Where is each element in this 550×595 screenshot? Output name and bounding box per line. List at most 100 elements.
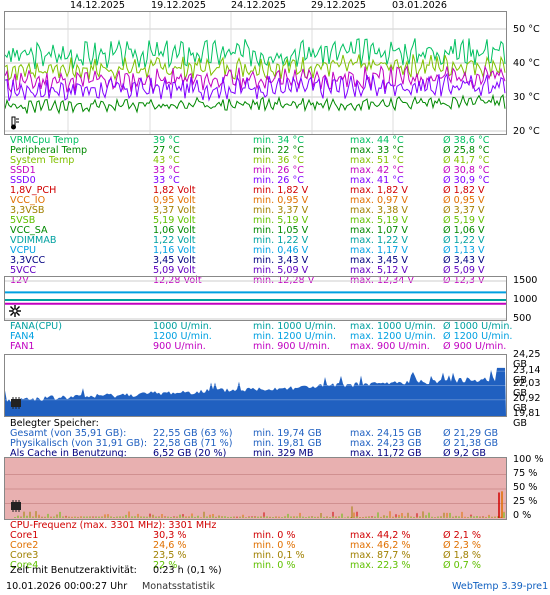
mem-max: max. 24,15 GB (350, 428, 422, 439)
temp-max: max. 44 °C (350, 135, 404, 146)
volt-row: 5VCC 5,09 Volt min. 5,09 V max. 5,12 V Ø 5,0… (10, 266, 545, 276)
temp-series-line (5, 93, 506, 115)
mem-label: Als Cache in Benutzung: (10, 448, 127, 459)
volt-row: 3,3VCC 3,45 Volt min. 3,43 V max. 3,45 V Ø 3… (10, 256, 545, 266)
mem-avg: Ø 21,29 GB (443, 428, 499, 439)
volt-min: min. 0,95 V (253, 195, 309, 206)
cpu-cur: 24,6 % (153, 540, 187, 551)
temp-axis-40: 40 °C (513, 58, 540, 69)
cpu-cur: 30,3 % (153, 530, 187, 541)
volt-min: min. 5,19 V (253, 215, 309, 226)
date-label-5: 03.01.2026 (392, 0, 447, 11)
mem-axis-5: 19,81 GB (513, 408, 541, 429)
volt-row: VDIMMAB 1,22 Volt min. 1,22 V max. 1,22 V Ø … (10, 236, 545, 246)
cpu-axis-0: 0 % (513, 510, 532, 521)
activity-label: Zeit mit Benutzeraktivität: (10, 565, 137, 576)
temp-max: max. 42 °C (350, 165, 404, 176)
volt-avg: Ø 5,09 V (443, 265, 485, 276)
temp-avg: Ø 30,8 °C (443, 165, 490, 176)
cpu-axis-25: 25 % (513, 496, 538, 507)
fan-min: min. 900 U/min. (253, 341, 330, 352)
volt-row: VCC_IO 0,95 Volt min. 0,95 V max. 0,97 V Ø 0… (10, 196, 545, 206)
cpu-max: max. 46,2 % (350, 540, 411, 551)
mem-row: Gesamt (von 35,91 GB): 22,55 GB (63 %) min… (10, 429, 545, 439)
temp-axis-30: 30 °C (513, 92, 540, 103)
cpu-min: min. 0 % (253, 540, 296, 551)
mem-min: min. 329 MB (253, 448, 314, 459)
volt-avg: Ø 1,13 V (443, 245, 485, 256)
temp-label: SSD1 (10, 165, 36, 176)
volt-max: max. 1,22 V (350, 235, 408, 246)
volt-min: min. 3,43 V (253, 255, 309, 266)
volt-row: VCC_SA 1,06 Volt min. 1,05 V max. 1,07 V Ø 1… (10, 226, 545, 236)
temp-series-line (5, 72, 506, 102)
volt-row: 1,8V_PCH 1,82 Volt min. 1,82 V max. 1,82 V Ø… (10, 186, 545, 196)
volt-avg: Ø 1,06 V (443, 225, 485, 236)
volt-min: min. 3,37 V (253, 205, 309, 216)
temp-avg: Ø 41,7 °C (443, 155, 490, 166)
cpu-cur: 23,5 % (153, 550, 187, 561)
cpu-axis-100: 100 % (513, 454, 544, 465)
memory-chip-icon (9, 396, 23, 413)
webtemp-version-link[interactable]: WebTemp 3.39-pre1 (452, 581, 549, 592)
volt-avg: Ø 3,37 V (443, 205, 485, 216)
volt-row: VCPU 1,16 Volt min. 0,46 V max. 1,17 V Ø 1,1… (10, 246, 545, 256)
cpu-label: Core3 (10, 550, 39, 561)
mem-axis-4: 20,92 GB (513, 393, 541, 414)
fan-max: max. 1200 U/min. (350, 331, 436, 342)
fan-row: FANA(CPU) 1000 U/min. min. 1000 U/min. max.… (10, 322, 545, 332)
cpu-chart-svg (5, 474, 506, 518)
fan-label: FAN4 (10, 331, 35, 342)
mem-label: Gesamt (von 35,91 GB): (10, 428, 127, 439)
volt-min: min. 1,05 V (253, 225, 309, 236)
monthly-stats-link[interactable]: Monatsstatistik (142, 581, 215, 592)
volt-min: min. 1,22 V (253, 235, 309, 246)
temp-row: SSD1 33 °C min. 26 °C max. 42 °C Ø 30,8 °C (10, 166, 545, 176)
volt-label: VDIMMAB (10, 235, 57, 246)
cpu-axis-50: 50 % (513, 482, 538, 493)
volt-avg: Ø 1,22 V (443, 235, 485, 246)
date-label-2: 19.12.2025 (151, 0, 206, 11)
mem-label: Physikalisch (von 31,91 GB): (10, 438, 148, 449)
fan-avg: Ø 1000 U/min. (443, 321, 513, 332)
volt-max: max. 5,12 V (350, 265, 408, 276)
volt-cur: 1,82 Volt (153, 185, 196, 196)
fan-max: max. 900 U/min. (350, 341, 430, 352)
mem-cur: 22,55 GB (63 %) (153, 428, 233, 439)
fan-max: max. 1000 U/min. (350, 321, 436, 332)
fan-row: FAN4 1200 U/min. min. 1200 U/min. max. 1200… (10, 332, 545, 342)
cpu-chart (4, 457, 507, 520)
temp-avg: Ø 30,9 °C (443, 175, 490, 186)
temp-row: System Temp 43 °C min. 36 °C max. 51 °C Ø 41… (10, 156, 545, 166)
volt-min: min. 0,46 V (253, 245, 309, 256)
date-label-3: 24.12.2025 (231, 0, 286, 11)
temp-axis-20: 20 °C (513, 126, 540, 137)
volt-cur: 5,09 Volt (153, 265, 196, 276)
mem-row: Als Cache in Benutzung: 6,52 GB (20 %) min… (10, 449, 545, 459)
cpu-label: Core1 (10, 530, 39, 541)
temperature-chart (4, 11, 507, 135)
memory-area (5, 367, 506, 416)
volt-max: max. 1,07 V (350, 225, 408, 236)
temp-row: VRMCpu Temp 39 °C min. 34 °C max. 44 °C Ø 38… (10, 136, 545, 146)
cpu-avg: Ø 2,3 % (443, 540, 482, 551)
mem-axis-2: 23,14 GB (513, 365, 541, 386)
volt-cur: 5,19 Volt (153, 215, 196, 226)
fan-avg: Ø 1200 U/min. (443, 331, 513, 342)
volt-cur: 3,37 Volt (153, 205, 196, 216)
temp-cur: 39 °C (153, 135, 180, 146)
cpu-label: Core4 (10, 560, 39, 571)
cpu-chip-icon (9, 499, 23, 516)
cpu-frequency: CPU-Frequenz (max. 3301 MHz): 3301 MHz (10, 520, 217, 531)
fan-axis-1000: 1000 (513, 294, 538, 305)
fan-min: min. 1000 U/min. (253, 321, 337, 332)
volt-cur: 1,16 Volt (153, 245, 196, 256)
temp-min: min. 26 °C (253, 165, 304, 176)
fan-cur: 900 U/min. (153, 341, 206, 352)
volt-max: max. 1,82 V (350, 185, 408, 196)
cpu-min: min. 0,1 % (253, 550, 305, 561)
volt-max: max. 3,38 V (350, 205, 408, 216)
fan-cur: 1000 U/min. (153, 321, 212, 332)
cpu-min: min. 0 % (253, 560, 296, 571)
activity-value: 0:23 h (0,1 %) (153, 565, 222, 576)
